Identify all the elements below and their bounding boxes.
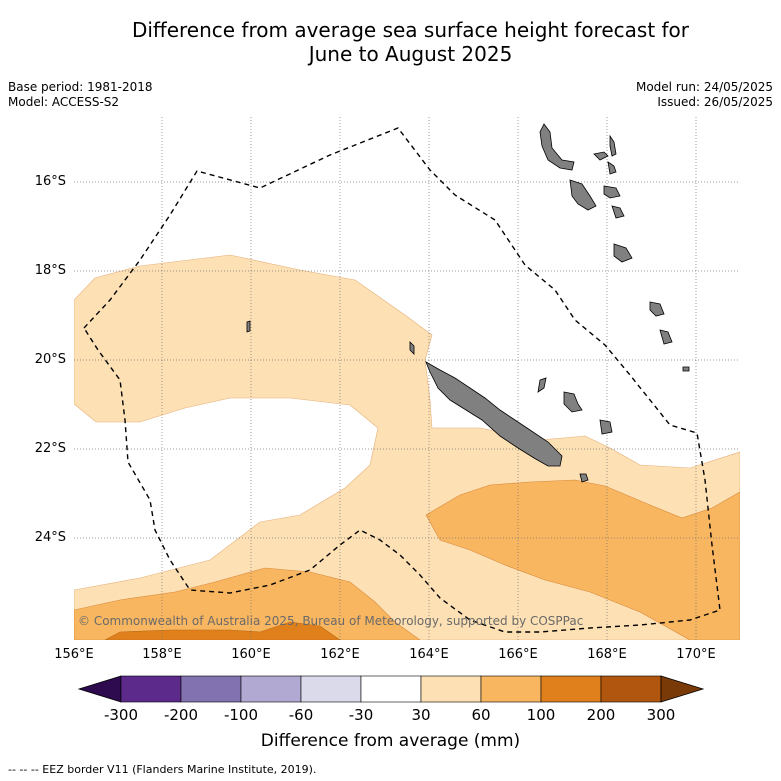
- colorbar-bin-p200-p300: [600, 675, 662, 703]
- loyalty-lifou: [563, 391, 583, 413]
- colorbar-tick-label: 60: [471, 706, 491, 724]
- colorbar-tick-label: 100: [526, 706, 556, 724]
- lat-tick-label: 20°S: [34, 352, 66, 367]
- colorbar: [77, 675, 705, 703]
- eez-legend-note: -- -- -- EEZ border V11 (Flanders Marine…: [8, 763, 317, 776]
- issued-date: Issued: 26/05/2025: [657, 95, 773, 109]
- vanuatu-efate: [613, 243, 633, 263]
- vanuatu-espiritu-santo: [539, 123, 575, 171]
- colorbar-bin-n100-n60: [240, 675, 302, 703]
- lat-tick-label: 16°S: [34, 174, 66, 189]
- loyalty-mare: [599, 419, 613, 435]
- colorbar-tick-label: 30: [411, 706, 431, 724]
- vanuatu-malakula: [569, 179, 597, 211]
- title-line-1: Difference from average sea surface heig…: [131, 18, 690, 42]
- vanuatu-island-b: [593, 151, 609, 161]
- colorbar-bin-n60-n30: [300, 675, 362, 703]
- landmasses: [246, 123, 690, 483]
- belep-islets: [409, 341, 415, 355]
- lat-tick-label: 22°S: [34, 441, 66, 456]
- lat-tick-label: 24°S: [34, 530, 66, 545]
- vanuatu-tanna: [649, 301, 665, 317]
- colorbar-bin-p100-p200: [540, 675, 602, 703]
- map-area: [74, 117, 740, 640]
- lon-tick-label: 160°E: [231, 647, 271, 662]
- colorbar-bin-p60-p100: [480, 675, 542, 703]
- model-name: Model: ACCESS-S2: [8, 95, 120, 109]
- colorbar-tick-label: -60: [288, 706, 314, 724]
- lon-tick-label: 158°E: [142, 647, 182, 662]
- isle-of-pines: [579, 473, 589, 483]
- title-line-2: June to August 2025: [308, 42, 513, 66]
- colorbar-label: Difference from average (mm): [260, 731, 521, 751]
- colorbar-extend-high: [660, 675, 705, 703]
- vanuatu-island-d: [611, 205, 625, 219]
- loyalty-ouvea: [537, 377, 547, 393]
- colorbar-tick-label: -100: [223, 706, 259, 724]
- contour-60-100-south: [74, 567, 421, 640]
- eez-border: [83, 127, 721, 633]
- chesterfield-islet: [246, 320, 251, 333]
- lon-tick-label: 156°E: [54, 647, 94, 662]
- copyright-notice: © Commonwealth of Australia 2025, Bureau…: [78, 614, 584, 628]
- lon-tick-label: 164°E: [409, 647, 449, 662]
- lon-tick-label: 170°E: [676, 647, 716, 662]
- lon-tick-label: 168°E: [587, 647, 627, 662]
- lat-tick-label: 18°S: [34, 263, 66, 278]
- colorbar-bin-n30-p30: [360, 675, 422, 703]
- colorbar-bin-n200-n100: [180, 675, 242, 703]
- lon-tick-label: 166°E: [498, 647, 538, 662]
- colorbar-bin-n300-n200: [120, 675, 182, 703]
- lon-tick-label: 162°E: [320, 647, 360, 662]
- colorbar-bin-p30-p60: [420, 675, 482, 703]
- hunter-island: [682, 366, 690, 372]
- colorbar-tick-label: 300: [646, 706, 676, 724]
- meta-left: Base period: 1981-2018 Model: ACCESS-S2: [8, 80, 153, 110]
- vanuatu-island-e: [607, 161, 617, 175]
- gridlines: [74, 117, 740, 640]
- contour-100-200: [104, 621, 341, 640]
- contour-60-100-east: [425, 479, 740, 640]
- meta-right: Model run: 24/05/2025 Issued: 26/05/2025: [636, 80, 773, 110]
- colorbar-tick-label: -30: [348, 706, 374, 724]
- chart-title: Difference from average sea surface heig…: [0, 18, 781, 66]
- colorbar-tick-label: -200: [163, 706, 199, 724]
- new-caledonia: [425, 361, 563, 467]
- vanuatu-island-c: [603, 185, 621, 199]
- vanuatu-aneityum: [659, 329, 673, 345]
- model-run: Model run: 24/05/2025: [635, 80, 773, 94]
- colorbar-extend-low: [77, 675, 122, 703]
- colorbar-tick-label: -300: [103, 706, 139, 724]
- colorbar-tick-label: 200: [586, 706, 616, 724]
- base-period: Base period: 1981-2018: [8, 80, 153, 94]
- vanuatu-island-a: [609, 134, 617, 157]
